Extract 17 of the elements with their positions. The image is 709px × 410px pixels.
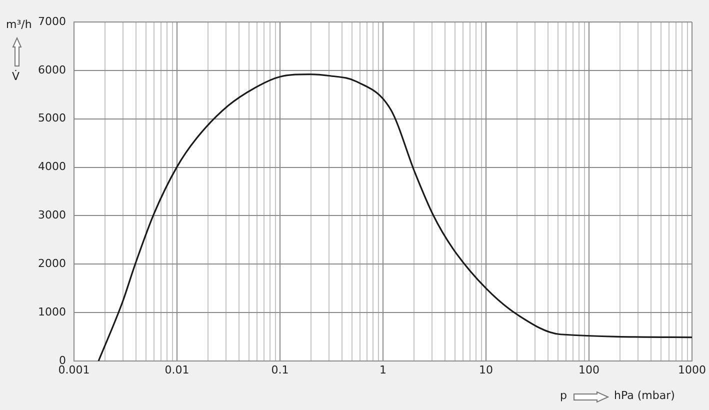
y-axis-title: m³/h (6, 18, 32, 31)
x-tick-label: 100 (578, 363, 600, 376)
y-tick-label: 6000 (38, 63, 66, 76)
text: V̇ (12, 70, 20, 83)
x-tick-label: 1 (380, 363, 386, 376)
x-tick-label: 0.1 (271, 363, 289, 376)
y-tick-label: 3000 (38, 208, 66, 222)
y-tick-label: 5000 (38, 112, 66, 125)
text: p (560, 389, 567, 402)
x-tick-label: 10 (479, 363, 493, 376)
y-tick-label: 4000 (38, 160, 66, 174)
y-tick-label: 7000 (38, 14, 66, 28)
x-tick-label: 1000 (678, 363, 706, 376)
y-tick-label: 1000 (38, 305, 66, 318)
x-axis-title: hPa (mbar) (614, 389, 675, 402)
x-tick-label: 0.01 (164, 363, 190, 376)
y-tick-label: 2000 (38, 257, 66, 270)
